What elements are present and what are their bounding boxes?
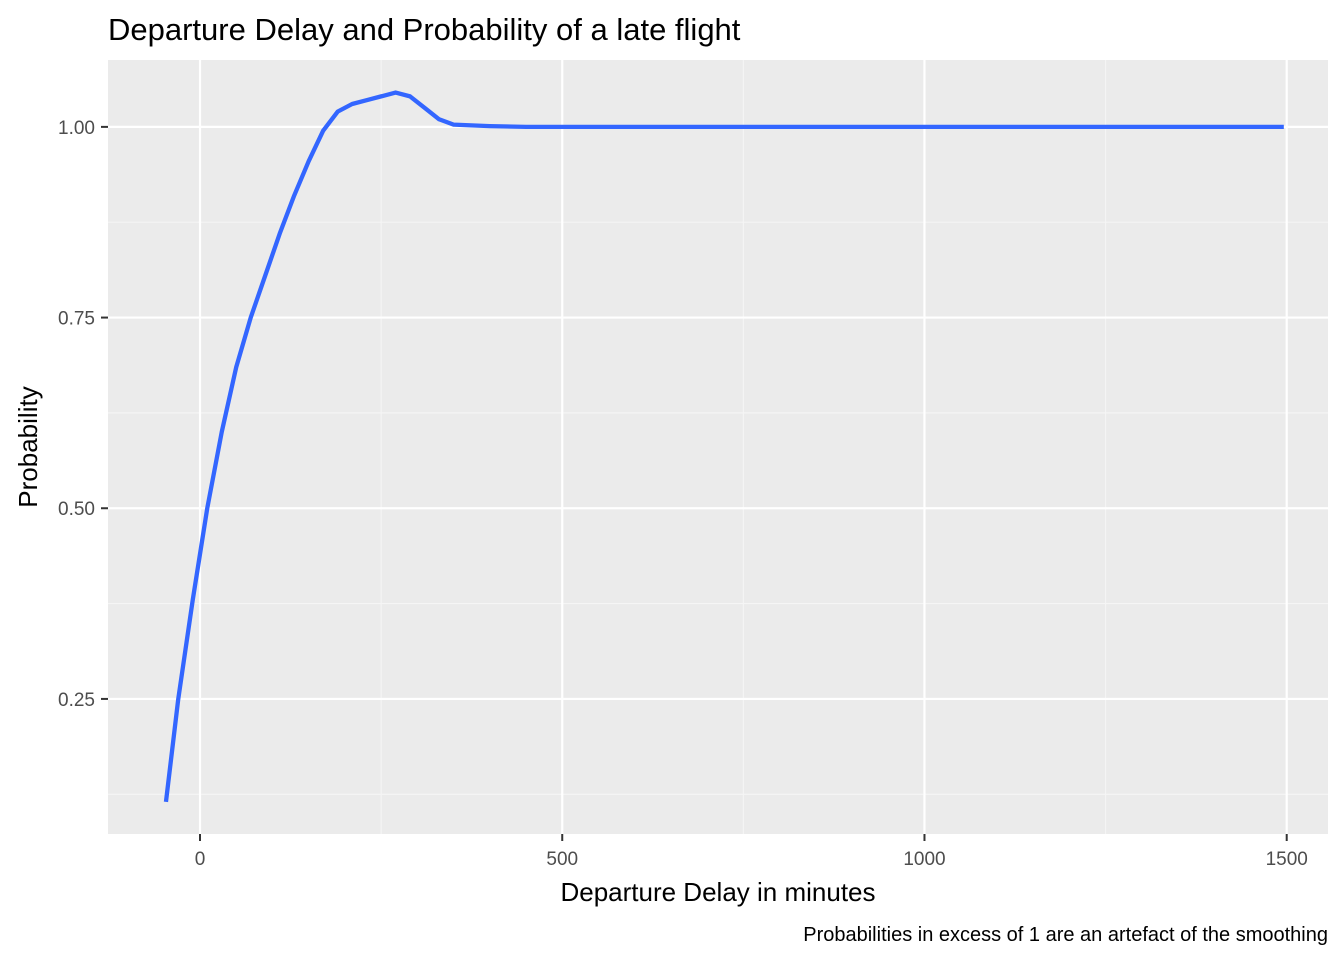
minor-grid: [108, 60, 1328, 834]
series-layer: [163, 90, 1284, 803]
x-axis-title: Departure Delay in minutes: [560, 877, 875, 907]
y-tick-label: 1.00: [58, 118, 95, 139]
smoothed-probability-line: [163, 90, 1284, 803]
x-axis: 0 500 1000 1500: [195, 834, 1308, 870]
x-tick-label: 0: [195, 849, 206, 870]
y-tick-label: 0.50: [58, 499, 95, 520]
chart-title: Departure Delay and Probability of a lat…: [108, 12, 741, 47]
y-axis-title: Probability: [13, 386, 43, 507]
y-tick-label: 0.25: [58, 690, 95, 711]
chart-caption: Probabilities in excess of 1 are an arte…: [803, 924, 1328, 946]
x-tick-label: 1000: [903, 849, 945, 870]
y-tick-label: 0.75: [58, 309, 95, 330]
plot-panel: [108, 60, 1328, 834]
x-tick-label: 1500: [1266, 849, 1308, 870]
x-tick-label: 500: [546, 849, 578, 870]
y-axis: 0.25 0.50 0.75 1.00: [58, 118, 108, 711]
